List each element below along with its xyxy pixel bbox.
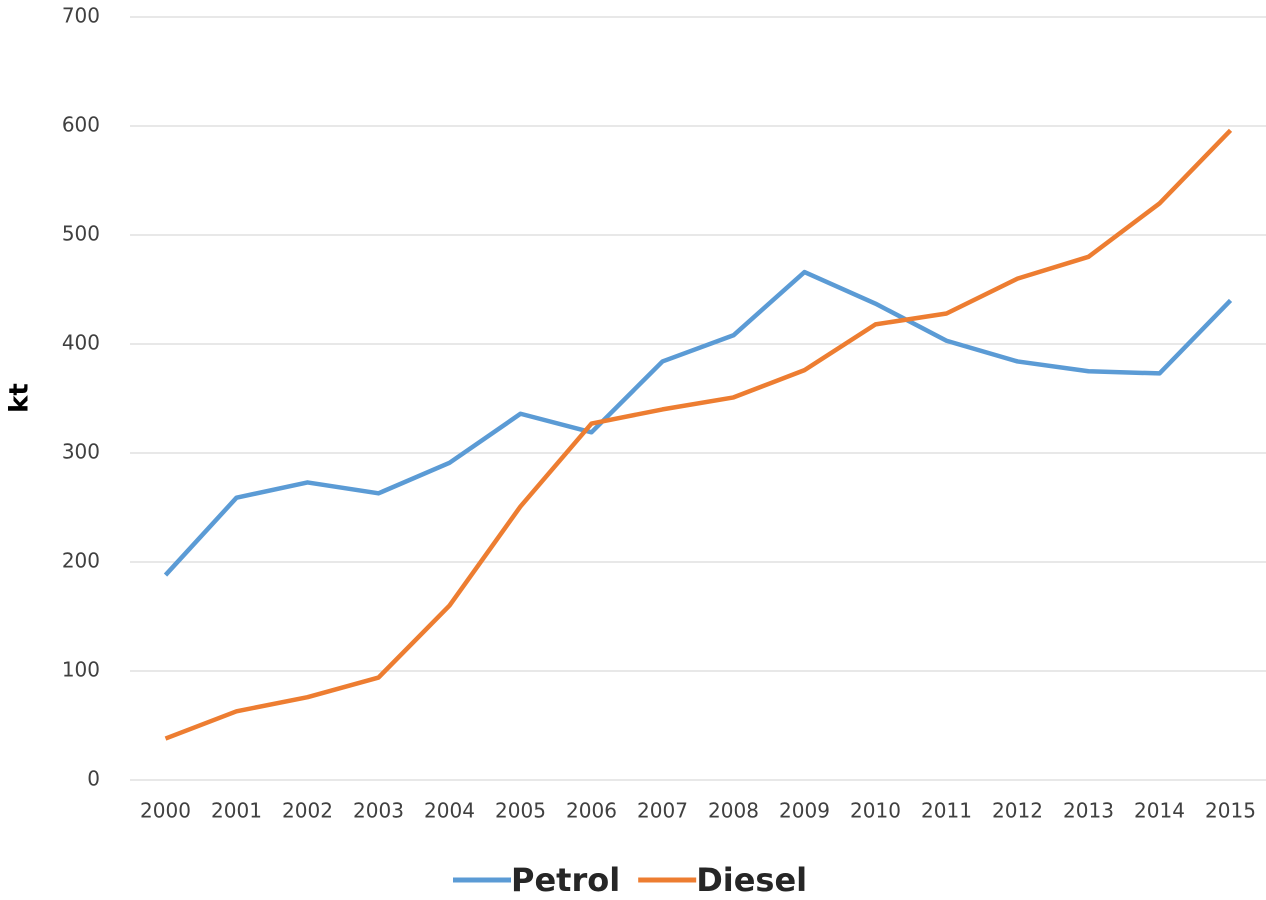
x-tick-label: 2000 bbox=[140, 799, 191, 823]
y-tick-label: 500 bbox=[62, 222, 100, 246]
x-tick-label: 2009 bbox=[779, 799, 830, 823]
line-series bbox=[163, 269, 1233, 577]
y-tick-label: 400 bbox=[62, 331, 100, 355]
x-tick-label: 2002 bbox=[282, 799, 333, 823]
legend-label: Petrol bbox=[511, 861, 620, 899]
x-tick-label: 2007 bbox=[637, 799, 688, 823]
x-tick-label: 2005 bbox=[495, 799, 546, 823]
x-tick-label: 2013 bbox=[1063, 799, 1114, 823]
x-tick-label: 2004 bbox=[424, 799, 475, 823]
y-tick-label: 200 bbox=[62, 549, 100, 573]
x-tick-label: 2014 bbox=[1134, 799, 1185, 823]
x-tick-label: 2010 bbox=[850, 799, 901, 823]
y-tick-label: 300 bbox=[62, 440, 100, 464]
x-tick-label: 2008 bbox=[708, 799, 759, 823]
x-tick-label: 2003 bbox=[353, 799, 404, 823]
x-tick-label: 2015 bbox=[1205, 799, 1256, 823]
x-tick-label: 2001 bbox=[211, 799, 262, 823]
y-axis-label: kt bbox=[5, 383, 35, 413]
y-tick-label: 600 bbox=[62, 113, 100, 137]
y-tick-label: 100 bbox=[62, 658, 100, 682]
x-tick-label: 2006 bbox=[566, 799, 617, 823]
y-tick-label: 700 bbox=[62, 4, 100, 28]
y-tick-label: 0 bbox=[87, 767, 100, 791]
x-tick-label: 2011 bbox=[921, 799, 972, 823]
x-tick-label: 2012 bbox=[992, 799, 1043, 823]
legend-label: Diesel bbox=[696, 861, 807, 899]
line-series bbox=[164, 128, 1233, 741]
